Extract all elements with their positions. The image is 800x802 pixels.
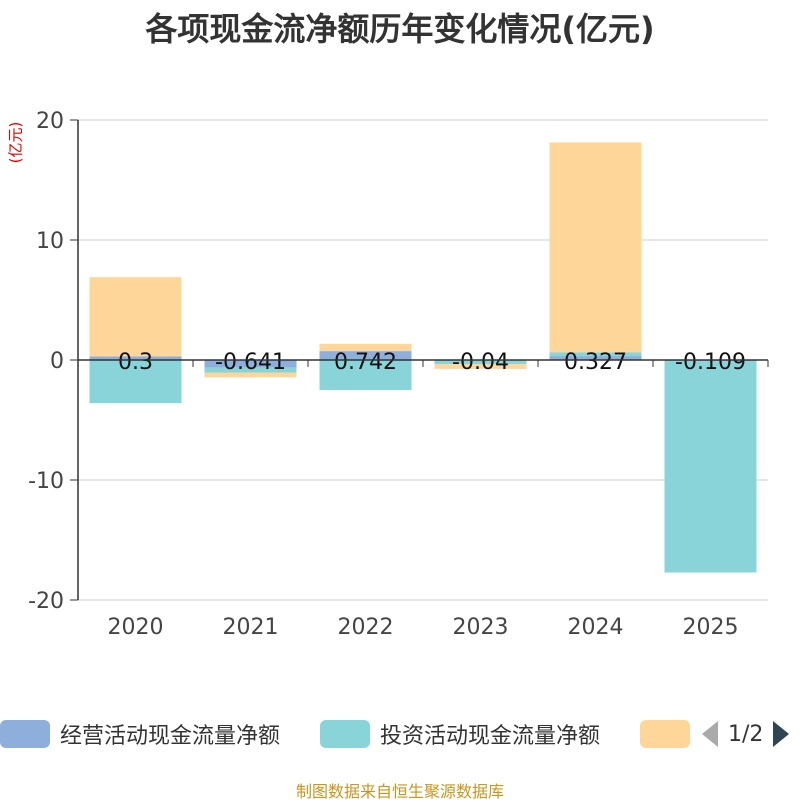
bar-s1-2024 bbox=[549, 352, 642, 357]
chart-canvas: -20 -10 0 10 20 0.3 -0.641 0.742 -0.04 0.327 -0.10… bbox=[28, 109, 769, 640]
bar-s1-2025 bbox=[664, 361, 757, 573]
x-tick-label-2022: 2022 bbox=[338, 615, 394, 640]
bar-s2-2021 bbox=[204, 372, 297, 378]
x-tick-label-2020: 2020 bbox=[108, 615, 164, 640]
legend: 经营活动现金流量净额 投资活动现金流量净额 1/2 bbox=[0, 714, 800, 754]
y-tick-label-2: 0 bbox=[50, 349, 64, 374]
x-tick-label-2025: 2025 bbox=[683, 615, 739, 640]
data-label-2024: 0.327 bbox=[564, 350, 627, 375]
bar-s2-2020 bbox=[89, 277, 182, 357]
x-tick-label-2021: 2021 bbox=[223, 615, 279, 640]
legend-item-investing[interactable]: 投资活动现金流量净额 bbox=[320, 714, 600, 754]
data-source-note: 制图数据来自恒生聚源数据库 bbox=[295, 782, 504, 801]
x-tick-label-2024: 2024 bbox=[568, 615, 624, 640]
bar-s0-2022 bbox=[319, 351, 412, 360]
legend-swatch-operating bbox=[0, 720, 50, 748]
bar-s2-2023 bbox=[434, 364, 527, 369]
data-label-2023: -0.04 bbox=[452, 350, 509, 375]
legend-page-indicator: 1/2 bbox=[728, 721, 764, 747]
y-tick-label-3: 10 bbox=[36, 229, 64, 254]
data-label-2020: 0.3 bbox=[118, 350, 153, 375]
legend-pager: 1/2 bbox=[700, 714, 791, 754]
y-tick-label-0: -20 bbox=[28, 589, 64, 614]
bar-s1-2020 bbox=[89, 360, 182, 404]
bar-s1-2023 bbox=[434, 360, 527, 365]
x-tick-label-2023: 2023 bbox=[453, 615, 509, 640]
legend-swatch-investing bbox=[320, 720, 370, 748]
data-label-2021: -0.641 bbox=[215, 350, 286, 375]
bar-s1-2021 bbox=[204, 367, 297, 373]
y-tick-label-4: 20 bbox=[36, 109, 64, 134]
next-page-icon[interactable] bbox=[771, 720, 791, 748]
legend-label-operating: 经营活动现金流量净额 bbox=[60, 724, 281, 749]
legend-item-operating[interactable]: 经营活动现金流量净额 bbox=[0, 714, 280, 754]
bar-s2-2024 bbox=[549, 142, 642, 353]
prev-page-icon[interactable] bbox=[700, 720, 720, 748]
bar-s2-2022 bbox=[319, 343, 412, 352]
y-tick-label-1: -10 bbox=[28, 469, 64, 494]
bar-s0-2020 bbox=[89, 356, 182, 360]
bar-s0-2021 bbox=[204, 360, 297, 368]
bar-s1-2022 bbox=[319, 360, 412, 390]
legend-swatch-financing bbox=[640, 720, 690, 748]
bar-s0-2024 bbox=[549, 356, 642, 360]
data-label-2025: -0.109 bbox=[675, 350, 746, 375]
data-label-2022: 0.742 bbox=[334, 350, 397, 375]
chart-title: 各项现金流净额历年变化情况(亿元) bbox=[145, 10, 655, 48]
legend-item-financing[interactable] bbox=[640, 714, 700, 754]
legend-label-investing: 投资活动现金流量净额 bbox=[380, 724, 601, 749]
